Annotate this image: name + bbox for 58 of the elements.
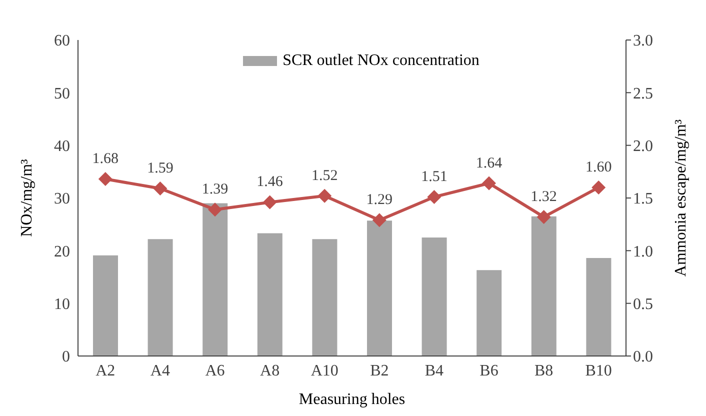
x-tick-label: B6	[480, 362, 498, 380]
x-tick-label: A2	[96, 362, 116, 380]
y-tick-label: 0	[62, 348, 70, 366]
point	[372, 213, 386, 228]
bar	[257, 233, 282, 356]
point	[262, 195, 277, 210]
point	[98, 172, 112, 186]
data-label: 1.52	[311, 168, 338, 184]
data-label: 1.60	[585, 159, 612, 176]
x-axis-title: Measuring holes	[298, 391, 406, 408]
data-label: 1.46	[256, 174, 284, 190]
bar	[148, 239, 173, 356]
bar	[202, 203, 228, 356]
x-tick-label: A4	[150, 362, 170, 380]
data-label: 1.68	[92, 151, 119, 168]
y-tick-label: 60	[54, 32, 70, 50]
data-label: 1.51	[421, 168, 448, 185]
data-label: 1.64	[476, 155, 503, 172]
y-tick-label: 50	[54, 85, 70, 102]
x-tick-label: B4	[424, 362, 444, 380]
x-tick-label: A10	[310, 362, 338, 380]
x-tick-label: A6	[205, 362, 225, 380]
bar	[586, 258, 612, 356]
x-tick-label: B10	[585, 362, 612, 380]
data-label: 1.29	[366, 192, 393, 208]
point	[153, 182, 168, 196]
y-tick-label: 10	[54, 296, 70, 314]
bar	[312, 239, 338, 356]
point	[536, 210, 551, 224]
point	[208, 202, 222, 217]
y-axis-title: NOx/mg/m³	[18, 158, 36, 237]
bar	[422, 238, 447, 356]
y-tick-label: 20	[54, 243, 70, 260]
y2-axis-title: Ammonia escape/mg/m³	[672, 119, 690, 277]
y2-tick-label: 2.5	[633, 85, 653, 102]
x-tick-label: B8	[534, 362, 554, 380]
bar	[93, 255, 118, 356]
y-tick-label: 30	[54, 190, 70, 208]
y2-tick-label: 0.0	[633, 348, 653, 366]
point	[482, 176, 496, 190]
x-tick-label: A8	[260, 362, 280, 380]
x-tick-label: B2	[370, 362, 389, 380]
point	[592, 180, 606, 194]
data-label: 1.39	[202, 182, 228, 198]
legend-label: SCR outlet NOx concentration	[282, 52, 480, 70]
bar	[531, 216, 556, 356]
y-tick-label: 40	[54, 138, 70, 156]
y2-tick-label: 1.0	[633, 243, 653, 260]
point	[318, 188, 332, 203]
bar	[476, 270, 502, 356]
y2-tick-label: 2.0	[633, 138, 653, 156]
y2-tick-label: 0.5	[633, 296, 653, 314]
point	[427, 190, 442, 204]
y2-tick-label: 3.0	[633, 32, 653, 50]
data-label: 1.59	[147, 160, 174, 177]
data-label: 1.32	[530, 188, 557, 205]
bar	[367, 220, 392, 356]
y2-tick-label: 1.5	[633, 190, 653, 208]
